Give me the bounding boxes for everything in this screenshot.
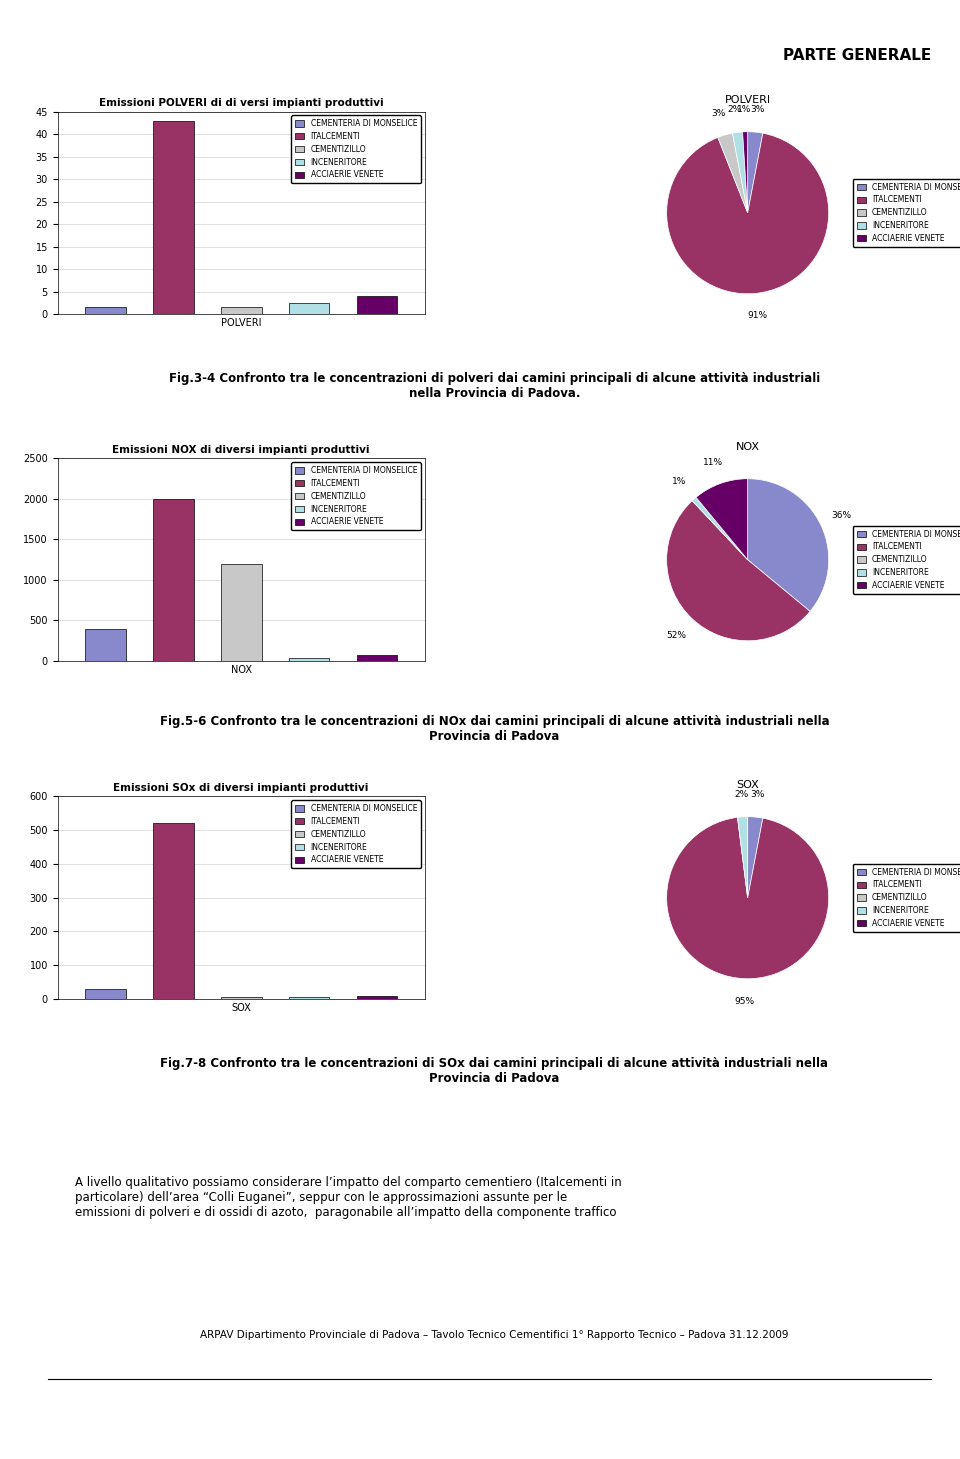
Text: 91%: 91%: [748, 311, 767, 321]
Bar: [84, 308, 126, 314]
Wedge shape: [732, 131, 748, 213]
Text: 36%: 36%: [831, 511, 852, 519]
Text: 1%: 1%: [737, 105, 752, 114]
Bar: [153, 121, 194, 314]
Title: Emissioni POLVERI di di versi impianti produttivi: Emissioni POLVERI di di versi impianti p…: [99, 98, 383, 108]
Title: POLVERI: POLVERI: [725, 95, 771, 105]
Legend: CEMENTERIA DI MONSELICE, ITALCEMENTI, CEMENTIZILLO, INCENERITORE, ACCIAERIE VENE: CEMENTERIA DI MONSELICE, ITALCEMENTI, CE…: [852, 525, 960, 594]
Bar: [289, 303, 329, 314]
Wedge shape: [692, 498, 748, 560]
Wedge shape: [743, 131, 748, 213]
Wedge shape: [666, 133, 828, 293]
Wedge shape: [737, 817, 748, 897]
Legend: CEMENTERIA DI MONSELICE, ITALCEMENTI, CEMENTIZILLO, INCENERITORE, ACCIAERIE VENE: CEMENTERIA DI MONSELICE, ITALCEMENTI, CE…: [292, 801, 420, 868]
Bar: [357, 655, 397, 661]
Bar: [289, 658, 329, 661]
Legend: CEMENTERIA DI MONSELICE, ITALCEMENTI, CEMENTIZILLO, INCENERITORE, ACCIAERIE VENE: CEMENTERIA DI MONSELICE, ITALCEMENTI, CE…: [852, 864, 960, 932]
Wedge shape: [666, 500, 810, 641]
Text: 1%: 1%: [672, 477, 686, 486]
Text: 2%: 2%: [728, 105, 742, 114]
Title: NOX: NOX: [735, 442, 759, 452]
Legend: CEMENTERIA DI MONSELICE, ITALCEMENTI, CEMENTIZILLO, INCENERITORE, ACCIAERIE VENE: CEMENTERIA DI MONSELICE, ITALCEMENTI, CE…: [292, 463, 420, 530]
Text: Fig.5-6 Confronto tra le concentrazioni di NOx dai camini principali di alcune a: Fig.5-6 Confronto tra le concentrazioni …: [159, 715, 829, 743]
Bar: [84, 629, 126, 661]
Text: 3%: 3%: [711, 108, 726, 118]
Text: 3%: 3%: [751, 105, 764, 114]
Title: Emissioni SOx di diversi impianti produttivi: Emissioni SOx di diversi impianti produt…: [113, 783, 369, 792]
Text: 3%: 3%: [751, 789, 764, 800]
Bar: [221, 563, 261, 661]
Bar: [357, 995, 397, 999]
Bar: [221, 308, 261, 314]
X-axis label: SOX: SOX: [231, 1004, 251, 1013]
Text: PARTE GENERALE: PARTE GENERALE: [783, 48, 931, 63]
Wedge shape: [692, 500, 748, 560]
Legend: CEMENTERIA DI MONSELICE, ITALCEMENTI, CEMENTIZILLO, INCENERITORE, ACCIAERIE VENE: CEMENTERIA DI MONSELICE, ITALCEMENTI, CE…: [852, 179, 960, 247]
Text: Fig.7-8 Confronto tra le concentrazioni di SOx dai camini principali di alcune a: Fig.7-8 Confronto tra le concentrazioni …: [160, 1058, 828, 1085]
Wedge shape: [748, 817, 763, 897]
Bar: [84, 989, 126, 999]
X-axis label: POLVERI: POLVERI: [221, 318, 261, 328]
Bar: [221, 998, 261, 999]
Wedge shape: [666, 817, 828, 979]
Wedge shape: [748, 131, 763, 213]
Wedge shape: [748, 479, 828, 611]
Text: Fig.3-4 Confronto tra le concentrazioni di polveri dai camini principali di alcu: Fig.3-4 Confronto tra le concentrazioni …: [169, 372, 820, 400]
Legend: CEMENTERIA DI MONSELICE, ITALCEMENTI, CEMENTIZILLO, INCENERITORE, ACCIAERIE VENE: CEMENTERIA DI MONSELICE, ITALCEMENTI, CE…: [292, 115, 420, 184]
Text: 2%: 2%: [734, 789, 748, 798]
X-axis label: NOX: NOX: [230, 665, 252, 676]
Wedge shape: [737, 817, 748, 897]
Bar: [153, 499, 194, 661]
Title: SOX: SOX: [736, 781, 759, 791]
Wedge shape: [696, 479, 748, 560]
Title: Emissioni NOX di diversi impianti produttivi: Emissioni NOX di diversi impianti produt…: [112, 445, 370, 455]
Bar: [289, 998, 329, 999]
Text: A livello qualitativo possiamo considerare l’impatto del comparto cementiero (It: A livello qualitativo possiamo considera…: [75, 1176, 622, 1218]
Text: ARPAV Dipartimento Provinciale di Padova – Tavolo Tecnico Cementifici 1° Rapport: ARPAV Dipartimento Provinciale di Padova…: [200, 1331, 789, 1341]
Bar: [357, 296, 397, 314]
Bar: [153, 823, 194, 999]
Text: 95%: 95%: [734, 996, 755, 1005]
Text: 52%: 52%: [666, 630, 686, 641]
Text: 11%: 11%: [703, 458, 723, 467]
Wedge shape: [718, 133, 748, 213]
